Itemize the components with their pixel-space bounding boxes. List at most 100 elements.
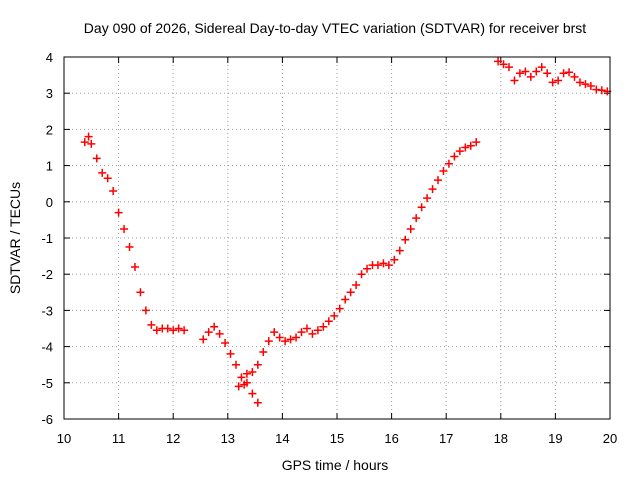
data-point <box>499 60 508 69</box>
x-tick-label: 16 <box>384 431 398 446</box>
data-point <box>292 333 301 342</box>
data-point <box>180 326 189 335</box>
data-point <box>565 68 574 77</box>
chart-title: Day 090 of 2026, Sidereal Day-to-day VTE… <box>84 20 586 36</box>
data-point <box>575 78 584 87</box>
y-tick-label: -2 <box>41 267 53 282</box>
y-tick-label: -4 <box>41 340 53 355</box>
data-point <box>434 176 443 185</box>
data-point <box>504 63 513 72</box>
axis-ticks <box>63 56 611 420</box>
data-point <box>308 329 317 338</box>
data-point <box>494 57 503 66</box>
data-point <box>341 295 350 304</box>
x-tick-label: 14 <box>275 431 289 446</box>
data-point <box>390 255 399 264</box>
data-point <box>248 389 257 398</box>
x-tick-label: 10 <box>57 431 71 446</box>
data-point <box>586 81 595 90</box>
data-point <box>103 174 112 183</box>
data-point <box>395 246 404 255</box>
data-point <box>406 224 415 233</box>
y-tick-label: -1 <box>41 231 53 246</box>
data-point <box>215 329 224 338</box>
data-point <box>141 306 150 315</box>
data-point <box>363 264 372 273</box>
data-point <box>357 270 366 279</box>
data-point <box>80 138 89 147</box>
data-point <box>120 224 129 233</box>
data-point <box>253 360 262 369</box>
y-tick-label: 2 <box>46 122 53 137</box>
x-tick-label: 11 <box>112 431 126 446</box>
data-point <box>423 194 432 203</box>
data-point <box>152 326 161 335</box>
data-point <box>417 203 426 212</box>
data-point <box>281 337 290 346</box>
data-point <box>130 262 139 271</box>
data-point <box>466 141 475 150</box>
x-tick-label: 17 <box>439 431 453 446</box>
data-point <box>548 78 557 87</box>
data-point <box>559 69 568 78</box>
x-tick-labels: 10 11 12 13 14 15 16 17 18 19 20 <box>57 431 617 446</box>
data-point <box>98 168 107 177</box>
data-point <box>455 147 464 156</box>
data-point <box>302 324 311 333</box>
y-axis-label: SDTVAR / TECUs <box>7 182 23 294</box>
y-tick-label: 1 <box>46 159 53 174</box>
data-point <box>515 69 524 78</box>
data-point <box>226 349 235 358</box>
data-point <box>461 143 470 152</box>
plot-frame <box>63 56 611 420</box>
data-point <box>87 139 96 148</box>
data-point <box>324 317 333 326</box>
data-point <box>346 288 355 297</box>
data-point <box>439 167 448 176</box>
data-point <box>543 69 552 78</box>
x-tick-label: 18 <box>494 431 508 446</box>
data-point <box>379 259 388 268</box>
x-tick-label: 20 <box>603 431 617 446</box>
data-point <box>248 367 257 376</box>
data-point <box>286 335 295 344</box>
data-point <box>109 186 118 195</box>
data-point <box>242 369 251 378</box>
data-point <box>570 72 579 81</box>
data-points <box>80 57 612 407</box>
data-point <box>275 333 284 342</box>
data-point <box>114 208 123 217</box>
x-tick-label: 15 <box>330 431 344 446</box>
y-tick-label: 0 <box>46 195 53 210</box>
data-point <box>297 328 306 337</box>
data-point <box>384 261 393 270</box>
data-point <box>412 214 421 223</box>
data-point <box>401 235 410 244</box>
data-point <box>537 63 546 72</box>
x-tick-label: 12 <box>166 431 180 446</box>
data-point <box>221 338 230 347</box>
data-point <box>335 304 344 313</box>
y-tick-labels: 4 3 2 1 0 -1 -2 -3 -4 -5 -6 <box>41 50 53 427</box>
data-point <box>210 322 219 331</box>
data-point <box>313 326 322 335</box>
data-point <box>510 76 519 85</box>
data-point <box>84 132 93 141</box>
data-point <box>136 288 145 297</box>
data-point <box>444 159 453 168</box>
data-point <box>240 380 249 389</box>
x-tick-label: 13 <box>221 431 235 446</box>
data-point <box>373 261 382 270</box>
data-point <box>472 138 481 147</box>
y-tick-label: 3 <box>46 86 53 101</box>
data-point <box>521 67 530 76</box>
data-point <box>526 72 535 81</box>
data-point <box>532 67 541 76</box>
data-point <box>234 382 243 391</box>
data-point <box>428 185 437 194</box>
data-point <box>92 154 101 163</box>
data-point <box>174 324 183 333</box>
data-point <box>199 335 208 344</box>
